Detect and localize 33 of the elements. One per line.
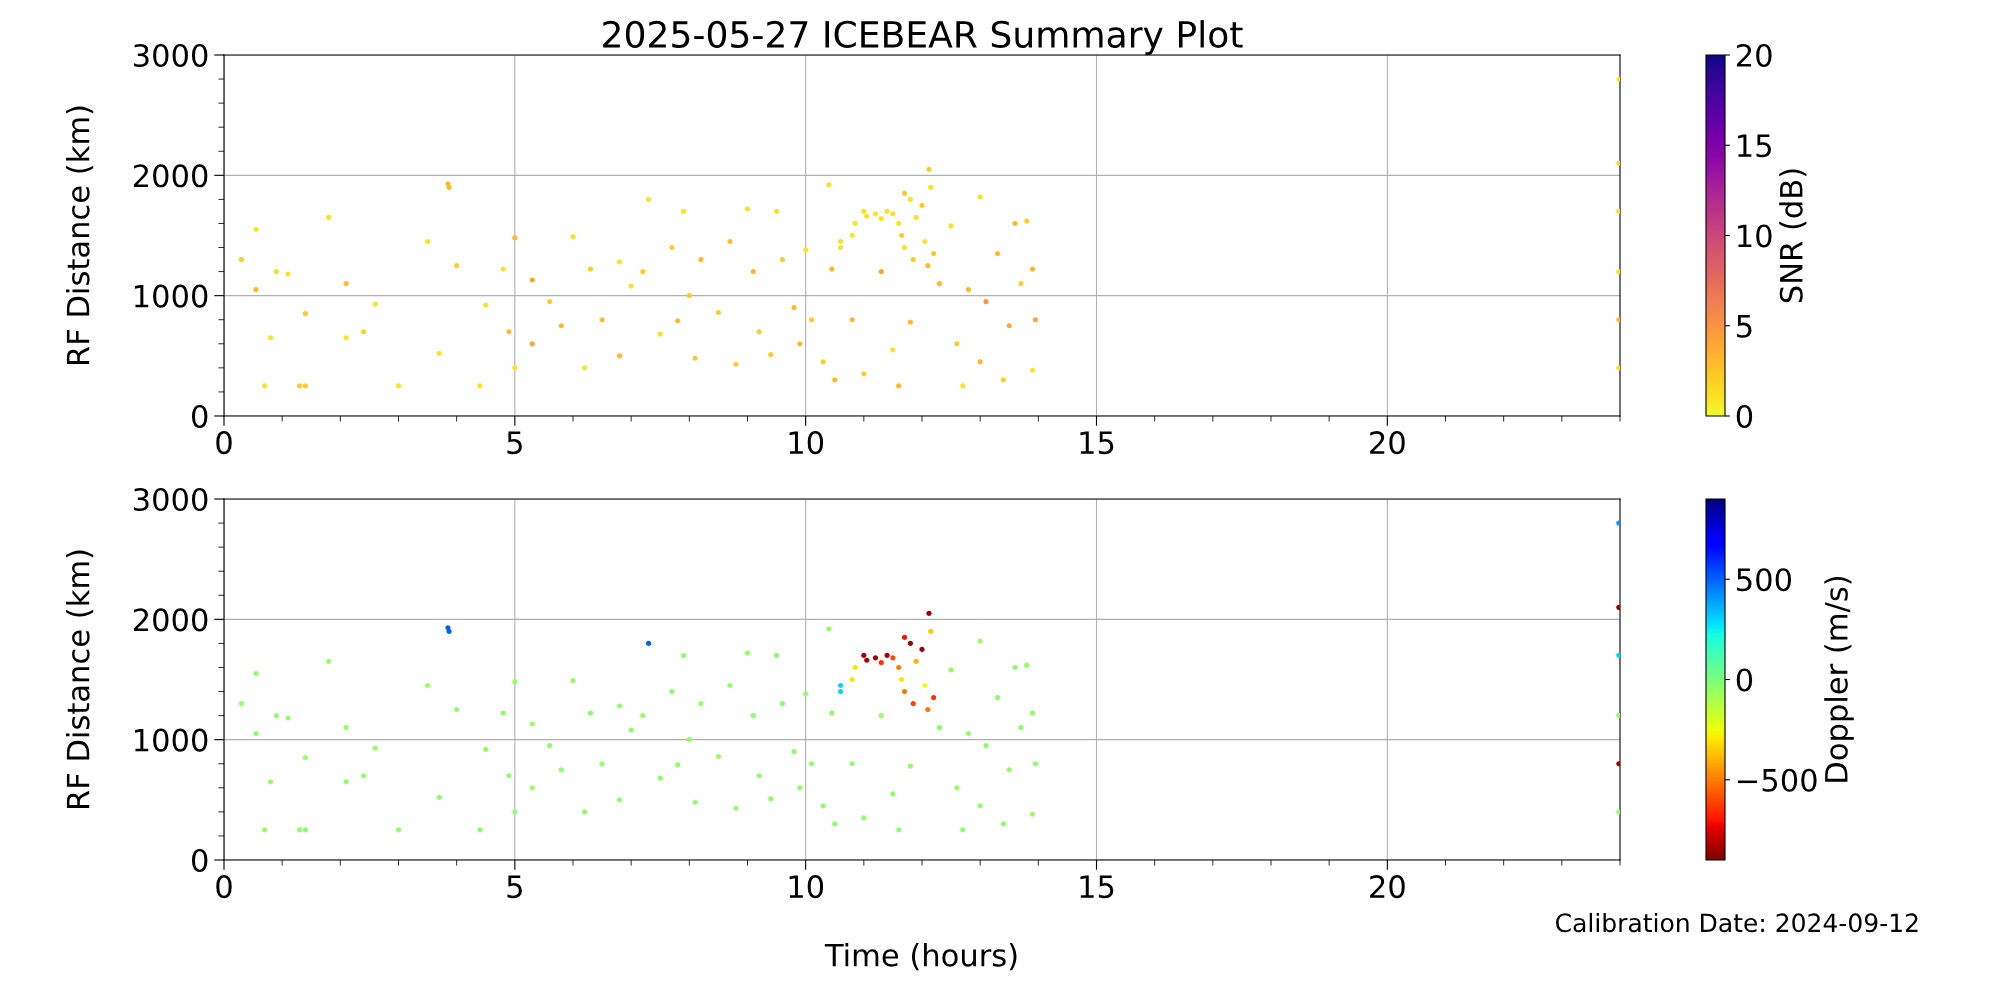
y-tick-label: 2000 [133, 164, 208, 188]
y-tick-label: 1000 [135, 728, 208, 752]
y-tick-label: 2000 [133, 608, 208, 632]
y-tick-label: 0 [191, 404, 208, 429]
x-tick-label: 15 [1080, 875, 1114, 899]
text: Calibration Date: 2024-09-12 [1556, 912, 1918, 933]
x-tick-label: 10 [789, 875, 824, 899]
x-tick-label: 0 [216, 875, 232, 899]
color-bar-label: 500 [1737, 568, 1792, 592]
y-axis-title: RF Distance (km) [65, 106, 94, 365]
color-bar-title: SNR (dB) [1779, 169, 1807, 303]
color-bar-title: Doppler (m/s) [1824, 576, 1854, 782]
x-tick-label: 20 [1370, 875, 1405, 899]
color-bar-label: 15 [1738, 134, 1771, 158]
color-bar-label: 5 [1737, 315, 1752, 338]
chart-title: 2025-05-27 ICEBEAR Summary Plot [603, 20, 1243, 55]
y-tick-label: 0 [191, 848, 208, 873]
color-bar-label: −500 [1737, 768, 1817, 792]
x-tick-label: 15 [1080, 431, 1114, 455]
y-tick-label: 3000 [133, 487, 208, 512]
color-bar-label: 0 [1736, 404, 1753, 429]
y-axis-title: RF Distance (km) [65, 550, 94, 809]
x-tick-label: 5 [507, 875, 522, 899]
x-tick-label: 0 [216, 431, 232, 455]
x-tick-label: 20 [1370, 431, 1405, 455]
y-tick-label: 1000 [135, 284, 208, 308]
color-bar-label: 0 [1736, 668, 1753, 692]
color-bar-label: 20 [1736, 43, 1772, 68]
x-axis-title: Time (hours) [824, 943, 1017, 971]
color-bar-label: 10 [1738, 224, 1772, 248]
x-tick-label: 5 [507, 431, 522, 455]
y-tick-label: 3000 [133, 43, 208, 68]
x-tick-label: 10 [789, 431, 824, 455]
